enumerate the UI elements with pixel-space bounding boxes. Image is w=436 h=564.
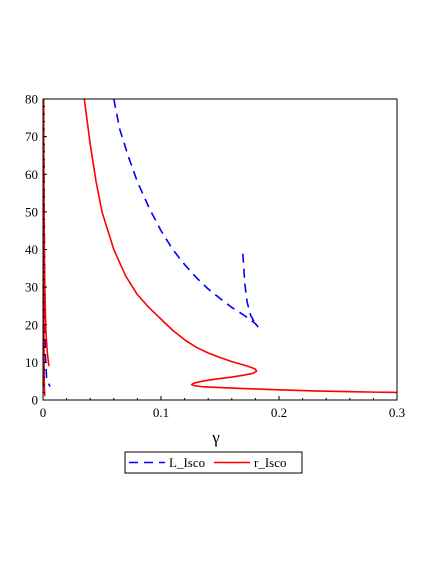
tick-layer: 0 0.1 0.2 0.3 0 10 20 30 40 50 60 70 80 bbox=[25, 92, 405, 421]
y-tick-label: 50 bbox=[25, 204, 38, 219]
series-line-r-isco-3 bbox=[83, 99, 397, 394]
y-tick-label: 70 bbox=[25, 129, 38, 144]
x-tick-label: 0.1 bbox=[153, 405, 169, 420]
x-tick-label: 0.3 bbox=[389, 405, 405, 420]
x-axis-title: γ bbox=[211, 428, 220, 447]
series-line-r-isco-2 bbox=[43, 99, 46, 397]
y-tick-label: 20 bbox=[25, 317, 38, 332]
y-tick-label: 80 bbox=[25, 92, 38, 107]
y-tick-label: 30 bbox=[25, 280, 38, 295]
series-layer bbox=[43, 99, 397, 397]
legend-label-l-isco: L_Isco bbox=[169, 455, 205, 470]
legend-box bbox=[124, 451, 303, 474]
y-tick-label: 0 bbox=[32, 393, 39, 408]
legend-label-r-isco: r_Isco bbox=[254, 455, 287, 470]
y-tick-label: 60 bbox=[25, 167, 38, 182]
x-tick-label: 0.2 bbox=[271, 405, 287, 420]
y-tick-label: 40 bbox=[25, 242, 38, 257]
legend: L_Isco r_Isco bbox=[124, 451, 303, 474]
x-tick-label: 0 bbox=[40, 405, 47, 420]
y-tick-label: 10 bbox=[25, 355, 38, 370]
